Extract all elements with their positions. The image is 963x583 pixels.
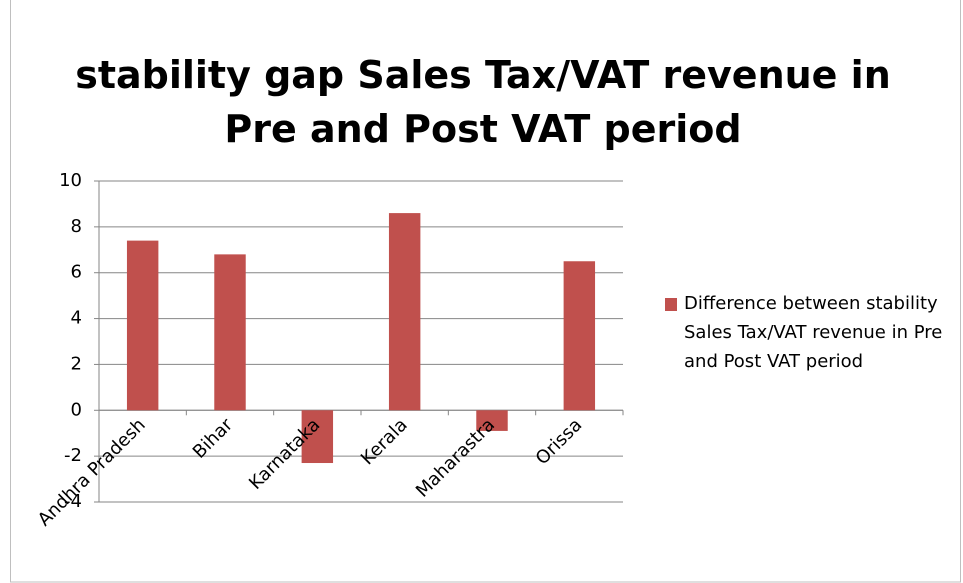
bar (301, 410, 334, 464)
y-tick-label: 4 (71, 308, 82, 329)
bar (214, 254, 246, 411)
legend-key (665, 298, 677, 311)
chart-border (10, 0, 961, 583)
chart-title: stability gap Sales Tax/VAT revenue in P… (75, 53, 891, 151)
y-tick-label: 2 (71, 353, 82, 374)
bar (476, 410, 508, 431)
x-tick-label: Andhra Pradesh (34, 415, 150, 531)
y-tick-label: 10 (59, 170, 82, 191)
y-tick-label: -4 (64, 491, 82, 512)
legend-label: Difference between stability Sales Tax/V… (684, 293, 943, 372)
bar (126, 240, 159, 411)
x-tick-label: Maharastra (412, 415, 499, 502)
x-tick-label: Bihar (189, 414, 238, 463)
y-tick-label: 6 (71, 262, 82, 283)
bar (388, 213, 421, 411)
bar (563, 261, 596, 411)
y-tick-label: 0 (71, 399, 82, 420)
y-tick-label: -2 (64, 445, 82, 466)
y-tick-label: 8 (71, 216, 82, 237)
legend: Difference between stability Sales Tax/V… (665, 289, 945, 376)
x-tick-label: Orissa (532, 415, 587, 470)
x-tick-label: Kerala (357, 415, 412, 470)
